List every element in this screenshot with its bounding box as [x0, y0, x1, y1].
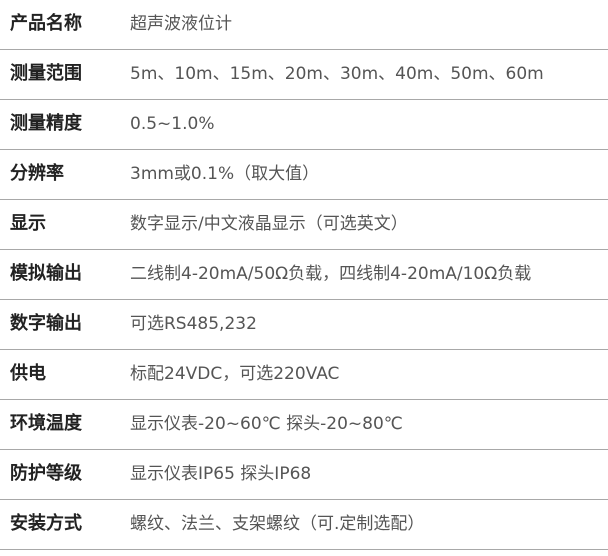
spec-row: 测量精度 0.5~1.0% [0, 100, 608, 150]
spec-value: 5m、10m、15m、20m、30m、40m、50m、60m [130, 64, 544, 84]
spec-row: 安装方式 螺纹、法兰、支架螺纹（可.定制选配） [0, 500, 608, 550]
spec-label: 环境温度 [10, 413, 82, 434]
spec-label: 模拟输出 [10, 263, 82, 284]
spec-row: 防护等级 显示仪表IP65 探头IP68 [0, 450, 608, 500]
spec-value: 超声波液位计 [130, 14, 232, 34]
spec-row: 数字输出 可选RS485,232 [0, 300, 608, 350]
spec-label: 分辨率 [10, 163, 64, 184]
spec-row: 产品名称 超声波液位计 [0, 0, 608, 50]
spec-row: 测量范围 5m、10m、15m、20m、30m、40m、50m、60m [0, 50, 608, 100]
spec-row: 供电 标配24VDC，可选220VAC [0, 350, 608, 400]
spec-label: 安装方式 [10, 513, 82, 534]
spec-value: 显示仪表-20~60℃ 探头-20~80℃ [130, 414, 403, 434]
spec-row: 显示 数字显示/中文液晶显示（可选英文） [0, 200, 608, 250]
spec-value: 0.5~1.0% [130, 114, 215, 134]
spec-value: 螺纹、法兰、支架螺纹（可.定制选配） [130, 514, 425, 534]
spec-row: 分辨率 3mm或0.1%（取大值） [0, 150, 608, 200]
spec-value: 标配24VDC，可选220VAC [130, 364, 340, 384]
spec-label: 测量范围 [10, 63, 82, 84]
spec-label: 数字输出 [10, 313, 82, 334]
spec-value: 显示仪表IP65 探头IP68 [130, 464, 312, 484]
spec-label: 产品名称 [10, 13, 82, 34]
spec-label: 测量精度 [10, 113, 82, 134]
spec-label: 供电 [10, 363, 46, 384]
spec-row: 环境温度 显示仪表-20~60℃ 探头-20~80℃ [0, 400, 608, 450]
spec-row: 模拟输出 二线制4-20mA/50Ω负载，四线制4-20mA/10Ω负载 [0, 250, 608, 300]
spec-label: 显示 [10, 213, 46, 234]
spec-value: 数字显示/中文液晶显示（可选英文） [130, 214, 408, 234]
spec-value: 二线制4-20mA/50Ω负载，四线制4-20mA/10Ω负载 [130, 264, 532, 284]
spec-value: 可选RS485,232 [130, 314, 257, 334]
spec-value: 3mm或0.1%（取大值） [130, 164, 320, 184]
spec-label: 防护等级 [10, 463, 82, 484]
